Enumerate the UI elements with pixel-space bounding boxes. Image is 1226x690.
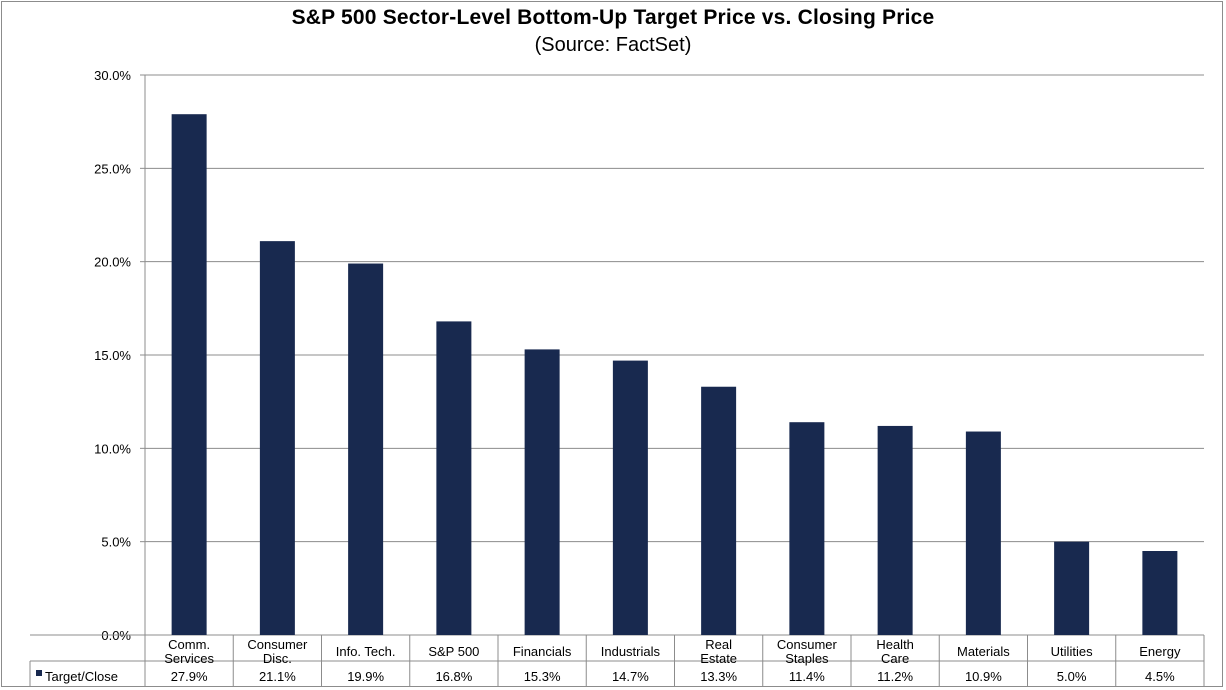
data-label: 16.8% bbox=[435, 669, 472, 684]
data-label: 5.0% bbox=[1057, 669, 1087, 684]
bar bbox=[789, 422, 825, 635]
x-tick-label: Financials bbox=[513, 644, 572, 659]
bar bbox=[965, 431, 1001, 635]
data-label: 27.9% bbox=[171, 669, 208, 684]
legend-key bbox=[36, 670, 42, 676]
data-label: 11.2% bbox=[877, 669, 913, 684]
chart-subtitle: (Source: FactSet) bbox=[534, 34, 692, 56]
bar bbox=[701, 386, 737, 635]
bar bbox=[1142, 551, 1178, 635]
bar bbox=[348, 263, 384, 635]
data-label: 11.4% bbox=[789, 669, 825, 684]
bar bbox=[171, 114, 207, 635]
bar bbox=[524, 349, 560, 635]
x-tick-label: S&P 500 bbox=[428, 644, 479, 659]
x-tick-label: Info. Tech. bbox=[336, 644, 396, 659]
x-tick-label: Materials bbox=[957, 644, 1010, 659]
legend-label: Target/Close bbox=[45, 669, 118, 684]
y-tick-label: 15.0% bbox=[94, 348, 131, 363]
data-label: 14.7% bbox=[612, 669, 649, 684]
x-tick-label: Consumer Staples bbox=[777, 637, 838, 666]
data-label: 13.3% bbox=[700, 669, 737, 684]
bar bbox=[436, 321, 472, 635]
y-tick-label: 30.0% bbox=[94, 68, 131, 83]
x-tick-label: Consumer Disc. bbox=[247, 637, 308, 666]
x-tick-label: Comm. Services bbox=[164, 637, 214, 666]
chart-title: S&P 500 Sector-Level Bottom-Up Target Pr… bbox=[291, 6, 935, 29]
y-tick-label: 5.0% bbox=[101, 535, 131, 550]
bar bbox=[612, 360, 648, 635]
data-label: 15.3% bbox=[524, 669, 561, 684]
data-label: 21.1% bbox=[259, 669, 296, 684]
y-tick-label: 25.0% bbox=[94, 161, 131, 176]
x-tick-label: Utilities bbox=[1051, 644, 1093, 659]
bar bbox=[259, 241, 295, 635]
data-label: 10.9% bbox=[965, 669, 1002, 684]
x-tick-label: Energy bbox=[1139, 644, 1181, 659]
data-label: 19.9% bbox=[347, 669, 384, 684]
bar bbox=[877, 425, 913, 635]
bar bbox=[1054, 541, 1090, 635]
x-tick-label: Health Care bbox=[876, 637, 914, 666]
y-tick-label: 20.0% bbox=[94, 255, 131, 270]
y-tick-label: 10.0% bbox=[94, 441, 131, 456]
data-label: 4.5% bbox=[1145, 669, 1175, 684]
x-tick-label: Real Estate bbox=[700, 637, 737, 666]
x-tick-label: Industrials bbox=[601, 644, 661, 659]
